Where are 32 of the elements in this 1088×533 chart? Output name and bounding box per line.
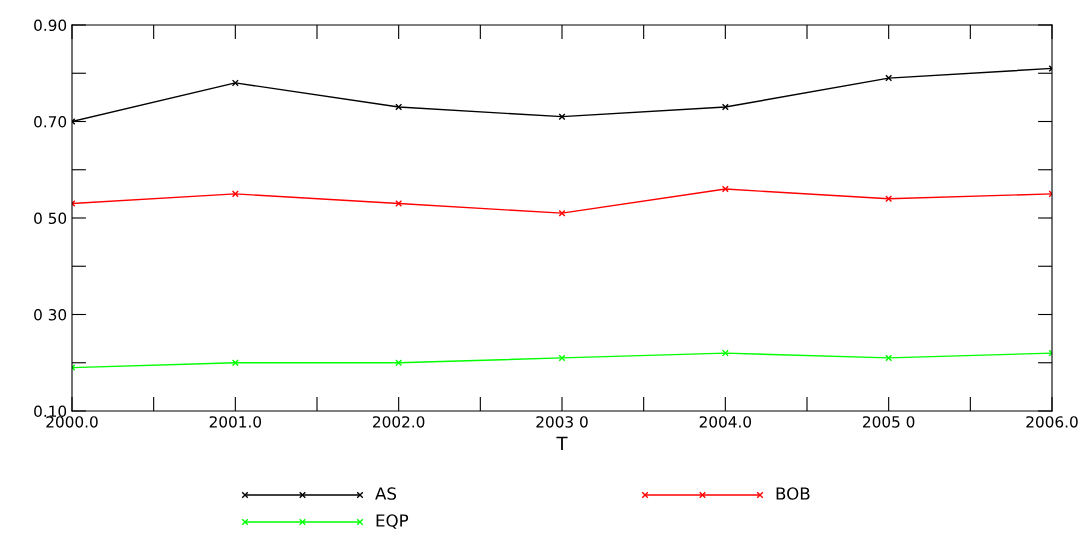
point <box>395 103 403 111</box>
x-tick-label: 2004.0 <box>699 416 752 428</box>
point <box>231 190 239 198</box>
x-tick-label: 2000.0 <box>46 416 98 428</box>
x-tick-label: 2005 0 <box>863 416 915 428</box>
point <box>231 79 239 87</box>
point <box>885 195 893 203</box>
point <box>721 185 729 193</box>
point <box>558 113 566 121</box>
point <box>558 354 566 362</box>
x-tick-label: 2006.0 <box>1026 416 1078 428</box>
y-tick-label: 0.90 <box>34 19 67 32</box>
point <box>885 74 893 82</box>
legend-label: BOB <box>776 487 810 500</box>
legend-label: AS <box>375 487 397 500</box>
y-tick-label: 0.10 <box>34 405 67 418</box>
x-tick-label: 2001.0 <box>209 416 262 428</box>
point <box>231 359 239 367</box>
point <box>885 354 893 362</box>
x-axis-title: T <box>556 436 568 450</box>
point <box>395 359 403 367</box>
x-tick-label: 2003 0 <box>536 416 588 428</box>
line-series <box>72 185 1052 217</box>
y-tick-label: 0 50 <box>34 212 67 225</box>
legend-label: EQP <box>376 514 409 529</box>
point <box>721 103 729 111</box>
point <box>558 209 566 217</box>
y-tick-label: 0.70 <box>34 115 67 128</box>
y-tick-label: 0 30 <box>34 308 67 321</box>
point <box>721 349 729 357</box>
x-tick-label: 2002.0 <box>373 416 425 428</box>
point <box>395 200 403 207</box>
